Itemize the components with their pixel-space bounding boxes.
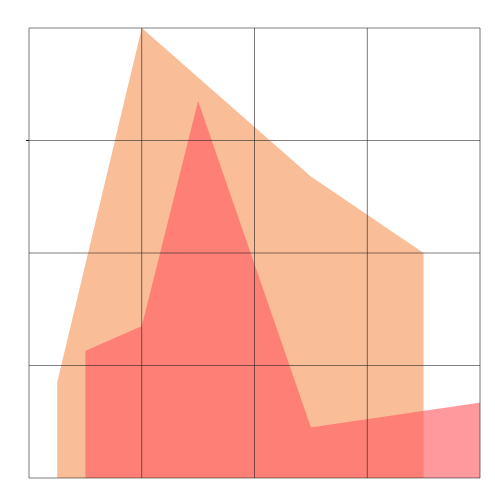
area-series-2 (85, 101, 481, 478)
grid (28, 27, 481, 479)
